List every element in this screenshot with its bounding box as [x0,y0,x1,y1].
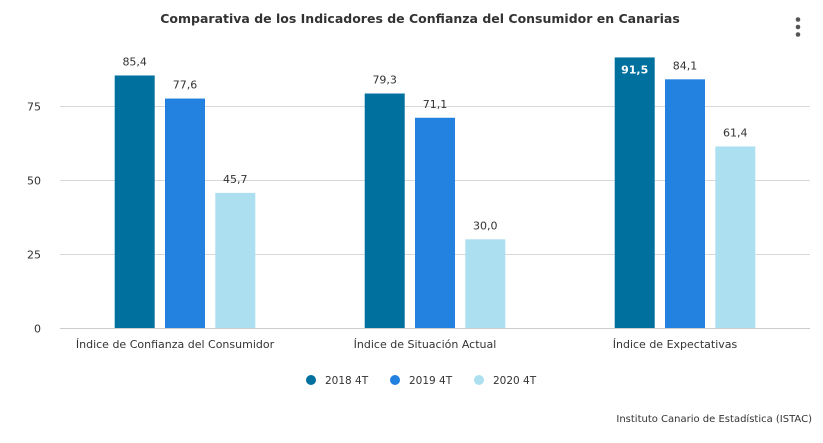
bar[interactable] [665,79,705,329]
bar[interactable] [465,239,506,328]
legend-marker [474,375,484,385]
chart-menu-button[interactable] [788,14,808,40]
y-tick-label: 50 [27,175,41,188]
bar[interactable] [165,98,205,329]
data-labels: 85,4 77,6 45,7 79,3 71,1 30,0 91,5 84,1 61,4 [122,55,747,232]
x-tick-label: Índice de Situación Actual [354,338,497,351]
legend-label: 2020 4T [493,375,537,387]
data-label: 77,6 [173,79,198,92]
legend-item[interactable]: 2020 4T [474,375,537,387]
legend-item[interactable]: 2019 4T [390,375,453,387]
legend-item[interactable]: 2018 4T [306,375,369,387]
legend-label: 2019 4T [409,375,453,387]
legend-marker [390,375,400,385]
y-tick-label: 75 [27,101,41,114]
data-label: 84,1 [673,59,698,72]
bar[interactable] [364,93,405,329]
y-axis: 0 25 50 75 [27,101,41,336]
x-tick-label: Índice de Confianza del Consumidor [76,338,275,351]
kebab-menu-icon [795,17,801,37]
data-label: 71,1 [423,98,448,111]
bar[interactable] [415,117,455,329]
chart-title: Comparativa de los Indicadores de Confia… [160,11,680,26]
data-label: 45,7 [223,173,248,186]
bar[interactable] [215,192,256,328]
data-label: 30,0 [473,219,498,232]
credits[interactable]: Instituto Canario de Estadística (ISTAC) [616,413,812,425]
data-label: 85,4 [122,55,147,68]
legend: 2018 4T 2019 4T 2020 4T [306,375,537,387]
data-label: 91,5 [621,63,648,76]
y-tick-label: 25 [27,249,41,262]
y-tick-label: 0 [34,323,41,336]
legend-marker [306,375,316,385]
x-tick-label: Índice de Expectativas [613,338,738,351]
x-axis: Índice de Confianza del Consumidor Índice… [76,338,738,351]
legend-label: 2018 4T [325,375,369,387]
bar[interactable] [614,57,655,328]
data-label: 79,3 [372,74,397,87]
bar[interactable] [114,75,155,329]
bar[interactable] [715,146,756,328]
bars [114,57,756,329]
data-label: 61,4 [723,126,748,139]
